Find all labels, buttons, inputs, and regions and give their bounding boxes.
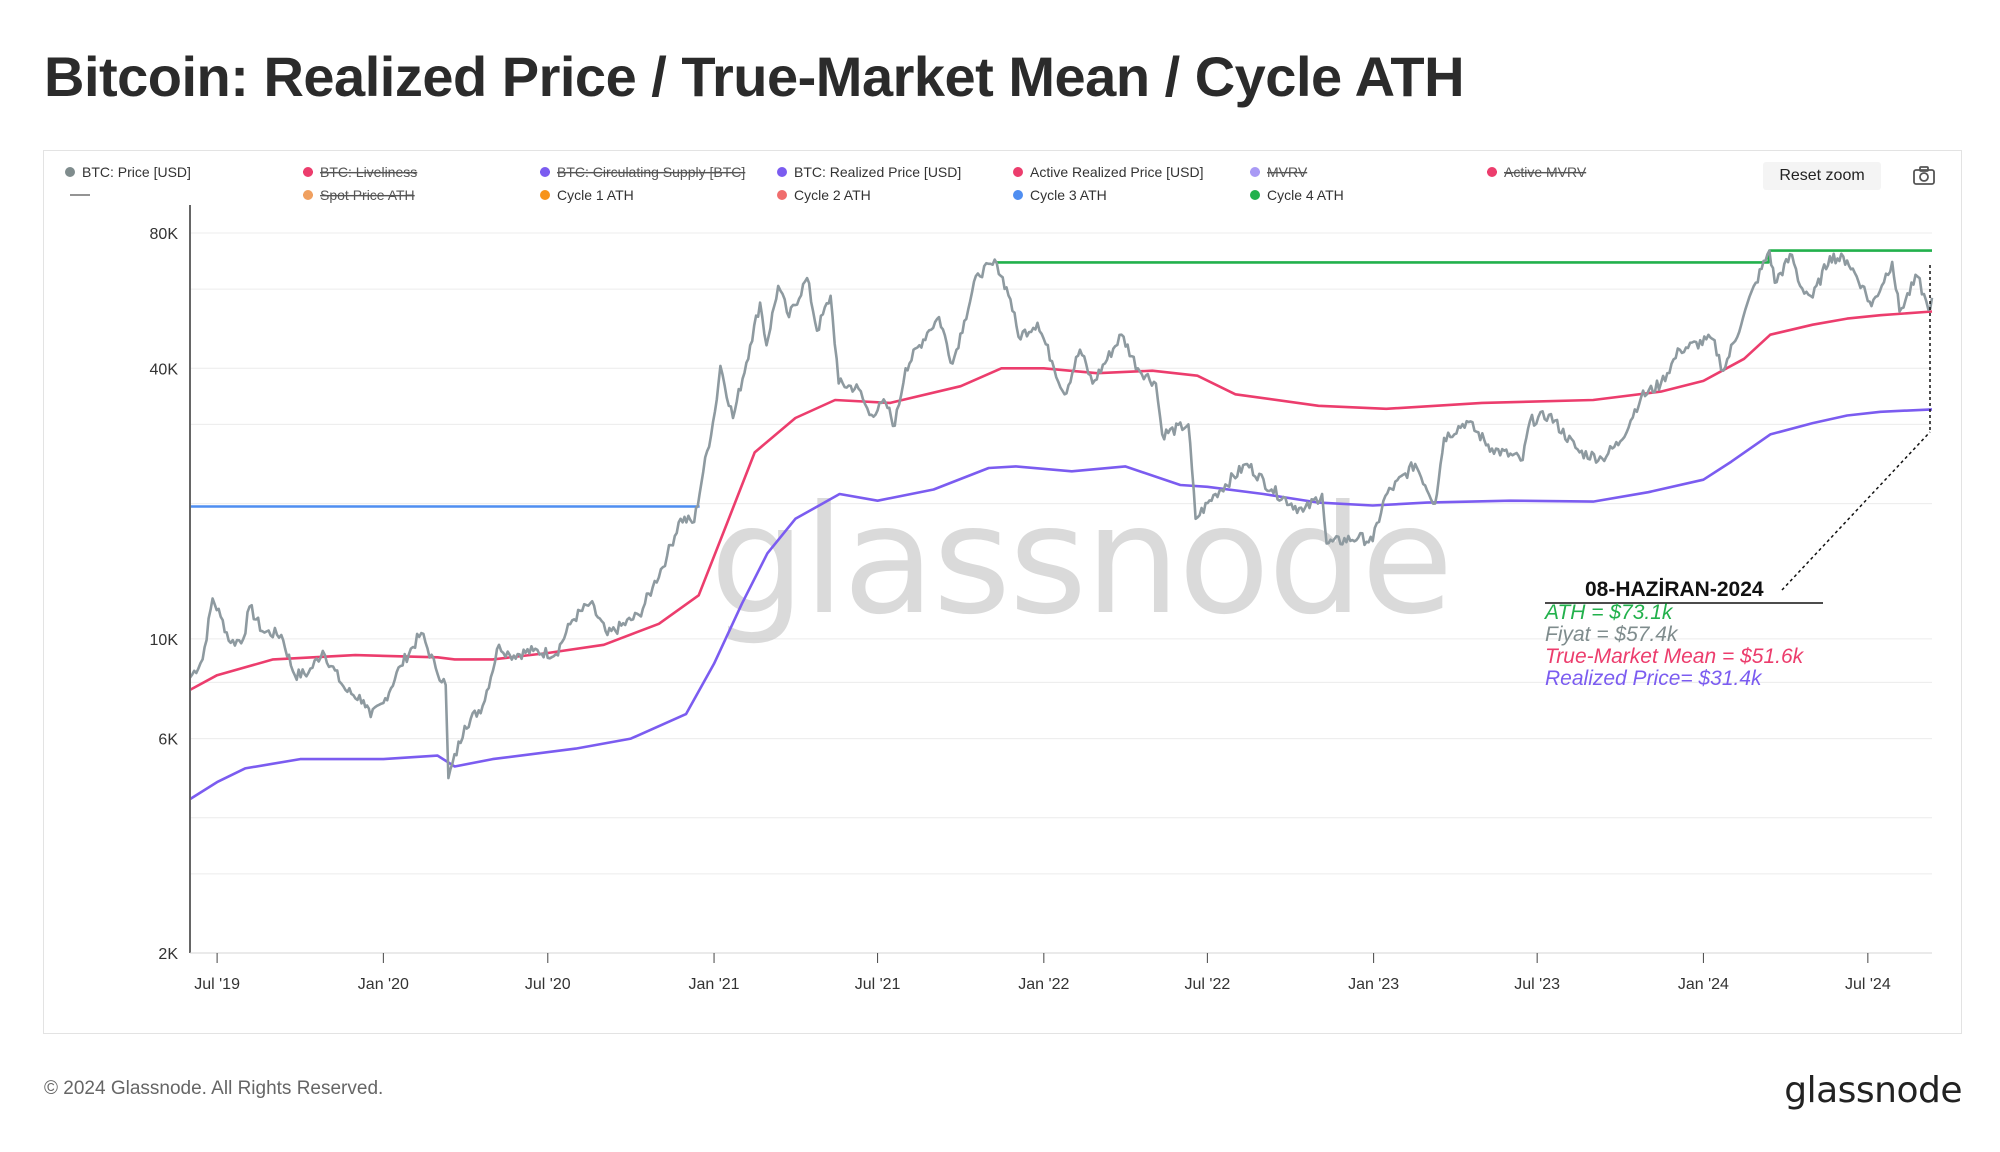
x-tick-label: Jan '22 [1018,976,1069,993]
x-tick-label: Jan '20 [358,976,409,993]
x-tick-label: Jan '23 [1348,976,1399,993]
legend-item-label[interactable]: BTC: Price [USD] [82,164,191,180]
x-tick-label: Jul '24 [1845,976,1891,993]
brand-logo: glassnode [1784,1070,1962,1111]
x-tick-label: Jul '23 [1514,976,1560,993]
y-tick-label: 2K [158,946,178,963]
legend-marker[interactable] [1250,167,1260,177]
legend-item-label[interactable]: BTC: Circulating Supply [BTC] [557,164,745,180]
annotation: 08-HAZİRAN-2024 ATH = $73.1k Fiyat = $57… [1543,265,1931,690]
legend-marker[interactable] [303,190,313,200]
legend-marker[interactable] [1250,190,1260,200]
legend-marker[interactable] [777,190,787,200]
annotation-title: 08-HAZİRAN-2024 [1585,578,1764,601]
y-tick-label: 6K [158,732,178,749]
legend-item-label[interactable]: MVRV [1267,164,1308,180]
legend-marker[interactable] [65,167,75,177]
legend-marker[interactable] [540,167,550,177]
legend-marker[interactable] [303,167,313,177]
legend-item-label[interactable]: Cycle 1 ATH [557,187,634,203]
x-tick-label: Jan '21 [688,976,739,993]
x-tick-label: Jul '22 [1184,976,1230,993]
x-tick-label: Jul '21 [855,976,901,993]
legend-marker[interactable] [540,190,550,200]
legend-item-label[interactable]: Cycle 3 ATH [1030,187,1107,203]
legend: BTC: Price [USD] BTC: Liveliness BTC: Circ… [65,164,1587,203]
reset-zoom-button[interactable]: Reset zoom [1763,162,1881,190]
series-line-price [188,249,1934,780]
legend-marker[interactable] [1013,167,1023,177]
annotation-ath: ATH = $73.1k [1543,601,1674,624]
legend-item-label[interactable]: BTC: Realized Price [USD] [794,164,961,180]
legend-item-label[interactable]: Cycle 2 ATH [794,187,871,203]
series-line-realized-price [189,408,1933,801]
legend-item-label[interactable]: Active Realized Price [USD] [1030,164,1204,180]
legend-marker[interactable] [1487,167,1497,177]
legend-item-label[interactable]: BTC: Liveliness [320,164,417,180]
annotation-true-market-mean: True-Market Mean = $51.6k [1545,645,1805,668]
annotation-price: Fiyat = $57.4k [1545,623,1679,646]
y-tick-label: 10K [150,632,179,649]
y-tick-label: 40K [150,361,179,378]
legend-item-label[interactable]: Active MVRV [1504,164,1587,180]
camera-icon[interactable] [1912,164,1936,188]
x-tick-label: Jan '24 [1678,976,1729,993]
x-tick-label: Jul '19 [194,976,240,993]
chart-series [188,249,1934,801]
legend-item-label[interactable]: Spot Price ATH [320,187,415,203]
watermark-text: glassnode [710,474,1451,648]
y-tick-label: 80K [150,226,179,243]
chart-axes: 2K 6K 10K 40K 80K Jul '19 Jan '20 Jul '20 Jan '2… [150,205,1932,993]
x-tick-label: Jul '20 [525,976,571,993]
annotation-realized-price: Realized Price= $31.4k [1545,667,1763,690]
copyright-text: © 2024 Glassnode. All Rights Reserved. [44,1078,384,1099]
chart-frame [43,150,1962,1034]
legend-marker[interactable] [1013,190,1023,200]
legend-item-label[interactable]: Cycle 4 ATH [1267,187,1344,203]
legend-marker[interactable] [777,167,787,177]
annotation-leader-line [1781,431,1931,591]
page-title: Bitcoin: Realized Price / True-Market Me… [44,45,1465,108]
series-line-active-realized-price [189,310,1933,692]
